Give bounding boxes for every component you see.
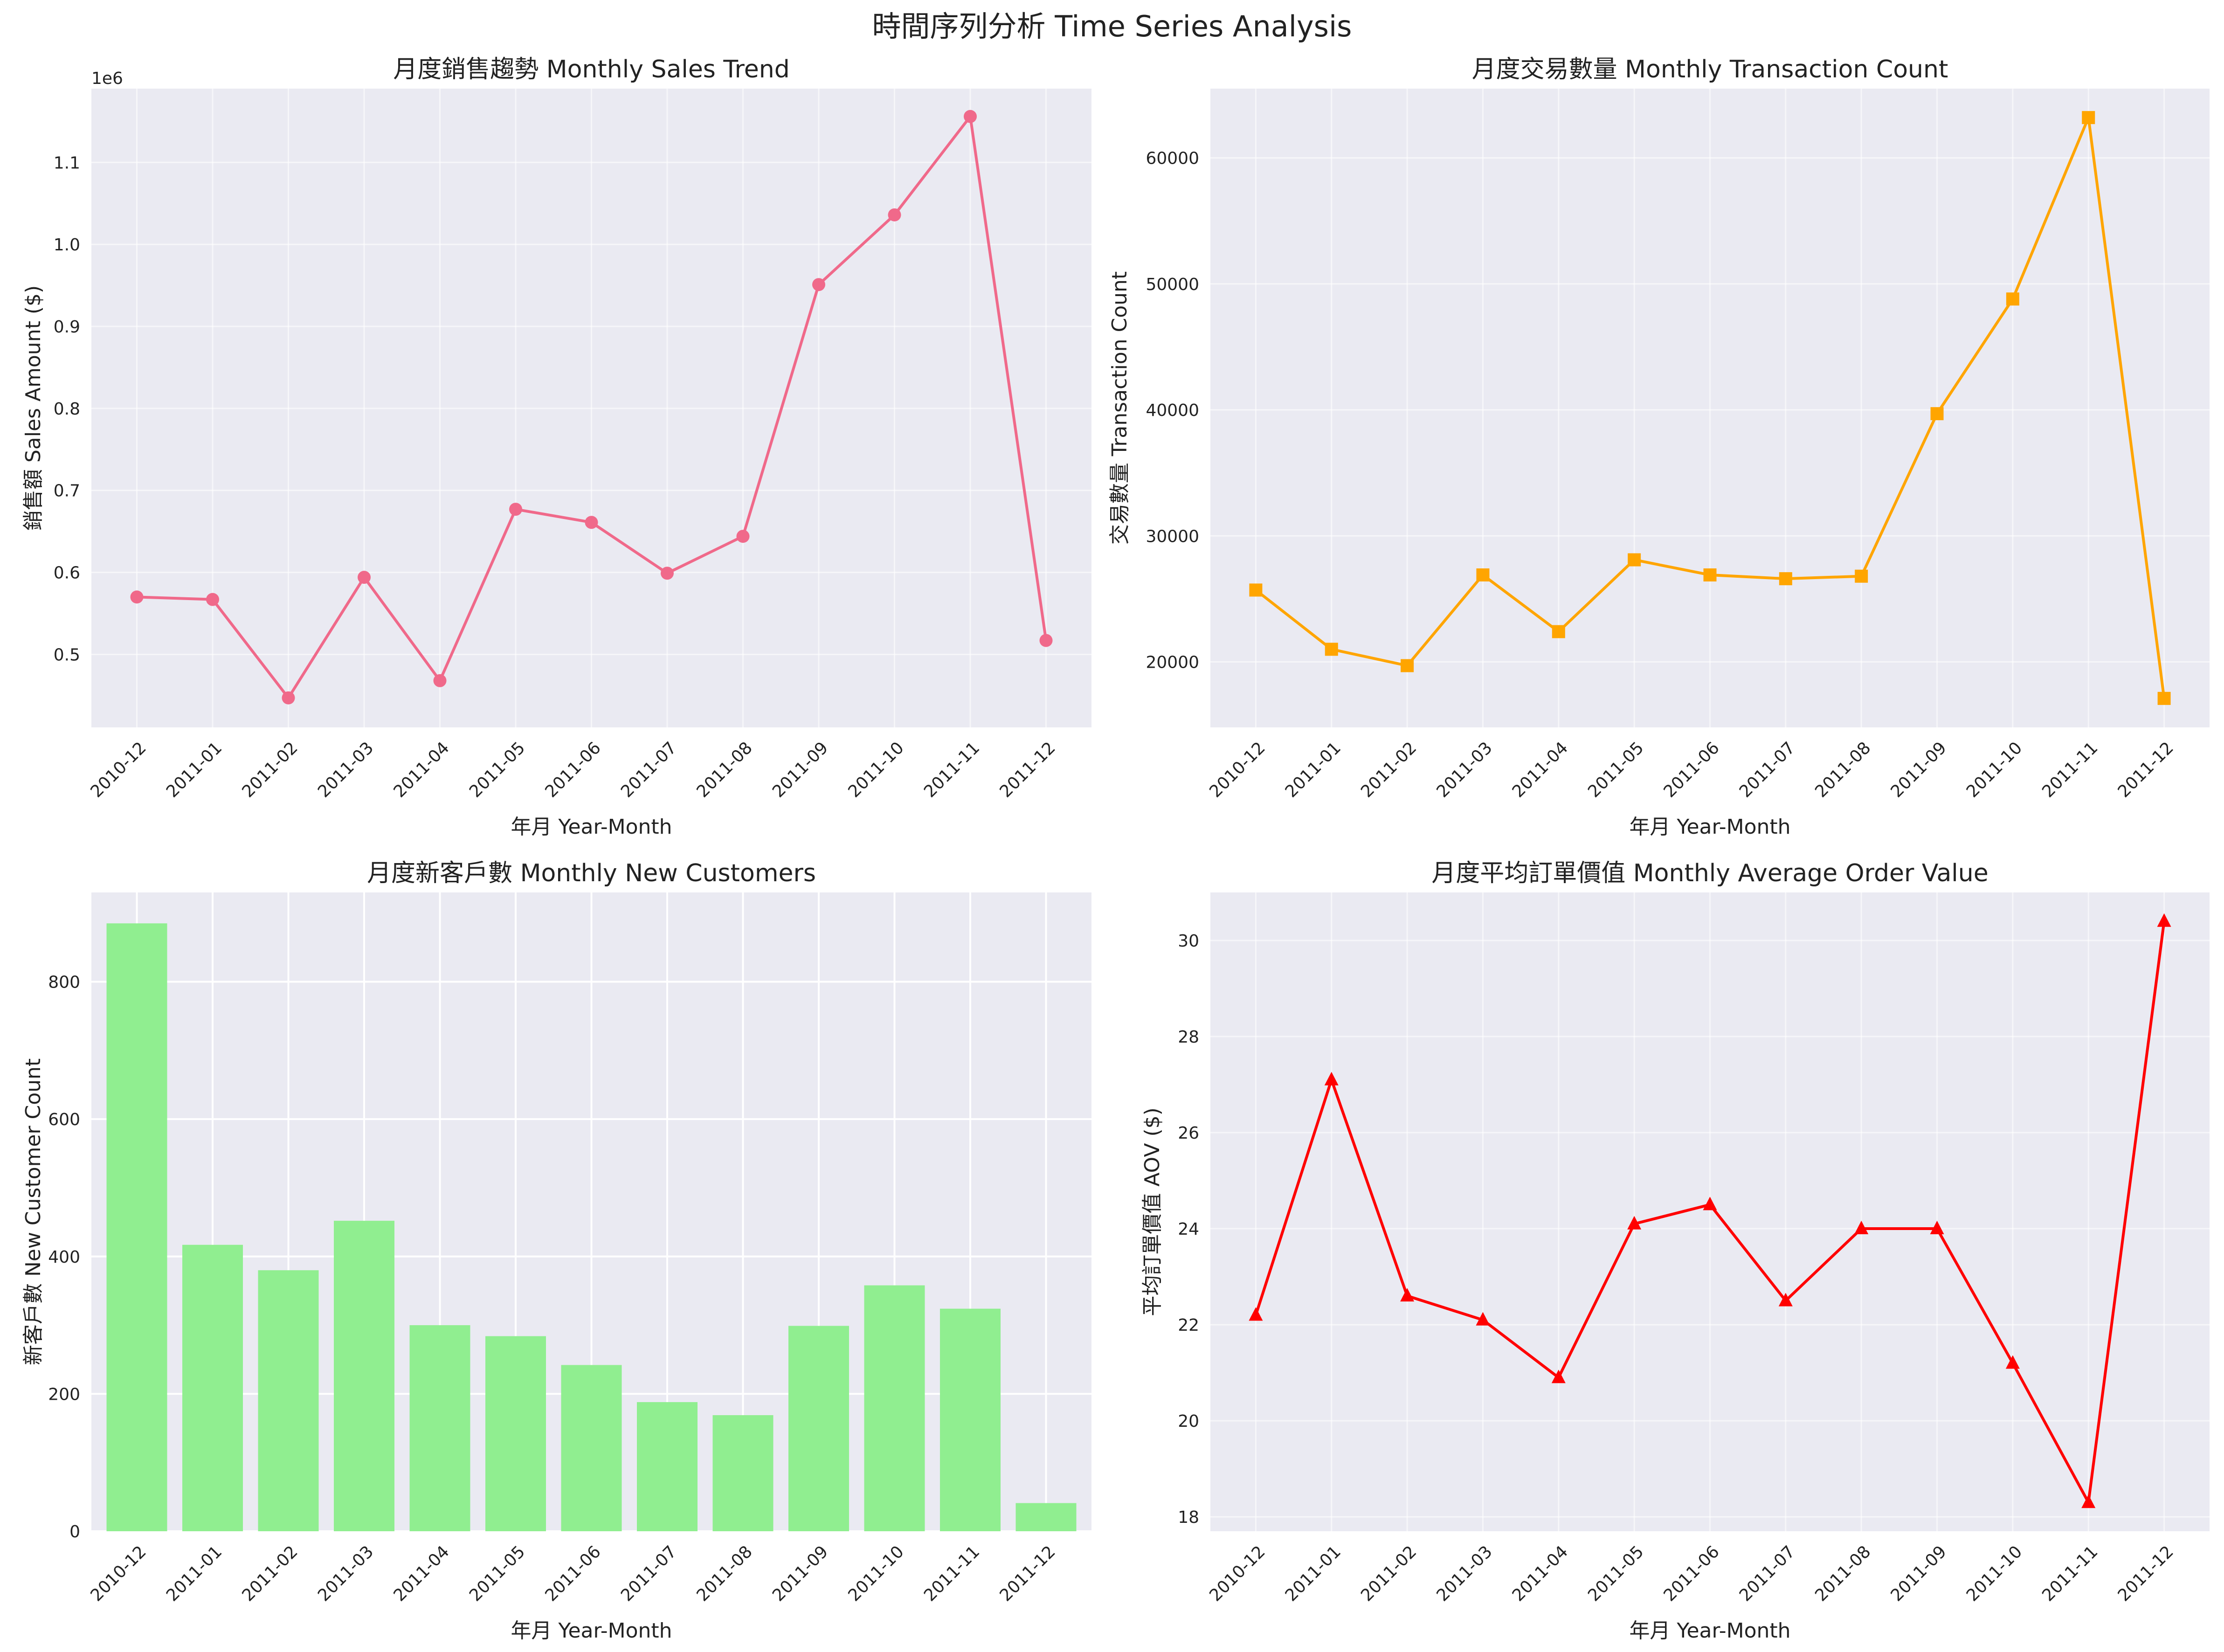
y-tick-label: 30000 bbox=[1146, 527, 1199, 546]
chart-title: 月度新客戶數 Monthly New Customers bbox=[367, 859, 816, 887]
bar bbox=[410, 1325, 470, 1531]
bar bbox=[864, 1286, 925, 1531]
data-point bbox=[661, 567, 674, 580]
y-tick-label: 1.1 bbox=[54, 153, 80, 173]
data-point bbox=[206, 593, 219, 606]
data-point bbox=[2006, 292, 2019, 305]
y-tick-label: 0.6 bbox=[54, 564, 80, 583]
y-axis-label: 平均訂單價值 AOV ($) bbox=[1140, 1107, 1164, 1316]
bar bbox=[788, 1326, 849, 1531]
y-tick-label: 0 bbox=[69, 1522, 80, 1541]
data-point bbox=[131, 590, 144, 603]
data-point bbox=[2082, 111, 2095, 124]
data-point bbox=[1040, 634, 1053, 647]
data-point bbox=[888, 208, 901, 221]
data-point bbox=[1401, 659, 1414, 672]
y-tick-label: 0.9 bbox=[54, 318, 80, 337]
chart-title: 月度銷售趨勢 Monthly Sales Trend bbox=[393, 55, 790, 83]
y-tick-label: 0.7 bbox=[54, 482, 80, 501]
data-point bbox=[1325, 643, 1338, 656]
y-axis-label: 交易數量 Transaction Count bbox=[1108, 271, 1132, 545]
data-point bbox=[509, 503, 522, 516]
x-axis-label: 年月 Year-Month bbox=[511, 1619, 672, 1643]
y-tick-label: 28 bbox=[1178, 1028, 1199, 1047]
chart-title: 月度平均訂單價值 Monthly Average Order Value bbox=[1431, 859, 1988, 887]
y-tick-label: 18 bbox=[1178, 1508, 1199, 1527]
bar bbox=[107, 923, 167, 1531]
y-offset-label: 1e6 bbox=[91, 69, 123, 88]
bar bbox=[258, 1270, 319, 1531]
y-tick-label: 1.0 bbox=[54, 235, 80, 255]
bar bbox=[334, 1221, 394, 1531]
data-point bbox=[737, 530, 750, 543]
y-tick-label: 600 bbox=[48, 1110, 80, 1129]
data-point bbox=[1779, 572, 1792, 585]
data-point bbox=[1931, 407, 1944, 420]
y-tick-label: 50000 bbox=[1146, 275, 1199, 294]
data-point bbox=[434, 674, 447, 687]
data-point bbox=[1552, 625, 1565, 638]
bar bbox=[561, 1365, 622, 1531]
chart-title: 月度交易數量 Monthly Transaction Count bbox=[1472, 55, 1948, 83]
bar bbox=[637, 1402, 698, 1531]
data-point bbox=[2158, 692, 2171, 705]
data-point bbox=[282, 691, 295, 705]
data-point bbox=[1476, 568, 1489, 581]
y-tick-label: 24 bbox=[1178, 1220, 1199, 1239]
y-tick-label: 22 bbox=[1178, 1316, 1199, 1335]
data-point bbox=[585, 516, 598, 529]
y-tick-label: 0.8 bbox=[54, 400, 80, 419]
figure-suptitle: 時間序列分析 Time Series Analysis bbox=[872, 9, 1352, 43]
y-tick-label: 0.5 bbox=[54, 645, 80, 664]
x-axis-label: 年月 Year-Month bbox=[1629, 815, 1790, 839]
y-tick-label: 26 bbox=[1178, 1124, 1199, 1143]
y-tick-label: 20000 bbox=[1146, 653, 1199, 672]
data-point bbox=[1704, 568, 1717, 581]
y-tick-label: 40000 bbox=[1146, 401, 1199, 420]
data-point bbox=[1249, 583, 1262, 596]
y-axis-label: 新客戶數 New Customer Count bbox=[21, 1058, 45, 1365]
y-axis-label: 銷售額 Sales Amount ($) bbox=[21, 285, 45, 531]
x-axis-label: 年月 Year-Month bbox=[1629, 1619, 1790, 1643]
y-tick-label: 800 bbox=[48, 973, 80, 992]
data-point bbox=[358, 571, 371, 584]
bar bbox=[713, 1415, 774, 1531]
data-point bbox=[964, 110, 977, 123]
y-tick-label: 400 bbox=[48, 1248, 80, 1267]
data-point bbox=[1628, 553, 1641, 567]
y-tick-label: 60000 bbox=[1146, 149, 1199, 168]
y-tick-label: 20 bbox=[1178, 1412, 1199, 1431]
bar bbox=[940, 1309, 1001, 1531]
data-point bbox=[1855, 570, 1868, 583]
bar bbox=[485, 1336, 546, 1531]
bar bbox=[1016, 1503, 1077, 1531]
data-point bbox=[812, 278, 825, 291]
y-tick-label: 200 bbox=[48, 1385, 80, 1404]
bar bbox=[182, 1245, 243, 1531]
y-tick-label: 30 bbox=[1178, 932, 1199, 951]
x-axis-label: 年月 Year-Month bbox=[511, 815, 672, 839]
